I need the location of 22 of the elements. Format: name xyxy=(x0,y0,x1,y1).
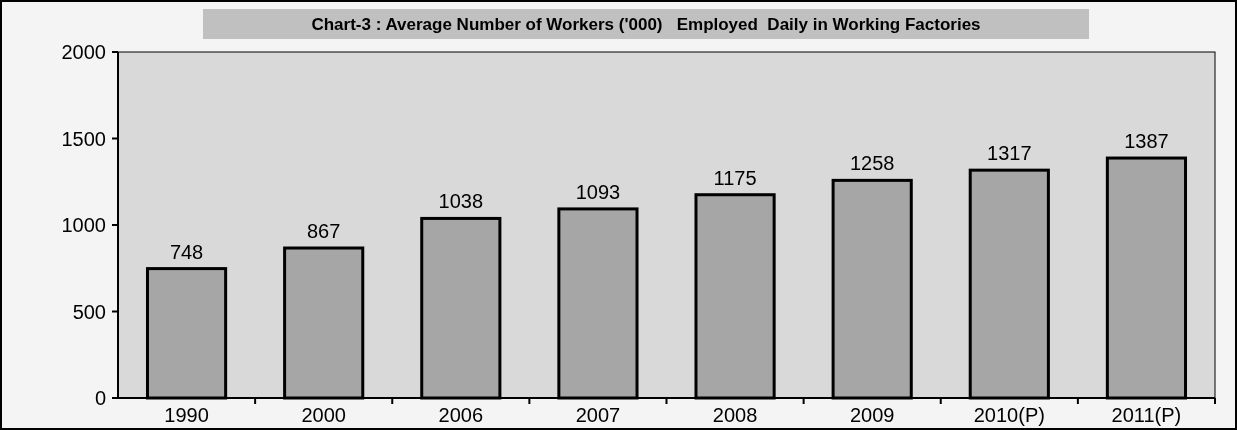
x-tick-label: 2006 xyxy=(438,404,484,426)
y-tick-label: 500 xyxy=(72,300,106,323)
chart-title: Chart-3 : Average Number of Workers ('000) Employed Daily in Working Factories xyxy=(311,15,981,34)
data-label: 1175 xyxy=(713,166,757,189)
data-label: 1093 xyxy=(575,180,621,203)
data-label: 1038 xyxy=(438,190,484,213)
x-tick-label: 2009 xyxy=(849,404,895,426)
x-tick-label: 2000 xyxy=(301,404,346,426)
x-tick-label: 2008 xyxy=(712,404,758,426)
data-label: 867 xyxy=(307,220,341,243)
x-tick-label: 1990 xyxy=(164,404,209,426)
x-tick-label: 2007 xyxy=(575,404,621,426)
y-tick-label: 2000 xyxy=(61,41,106,63)
data-label: 1317 xyxy=(987,142,1032,165)
y-tick-label: 0 xyxy=(94,387,106,409)
data-label: 1258 xyxy=(849,152,895,175)
x-tick-label: 2011(P) xyxy=(1111,404,1182,426)
y-tick-label: 1000 xyxy=(61,214,106,236)
x-tick-label: 2010(P) xyxy=(973,404,1045,426)
data-label: 748 xyxy=(169,240,204,263)
y-tick-label: 1500 xyxy=(61,127,106,150)
data-label: 1387 xyxy=(1124,130,1169,153)
